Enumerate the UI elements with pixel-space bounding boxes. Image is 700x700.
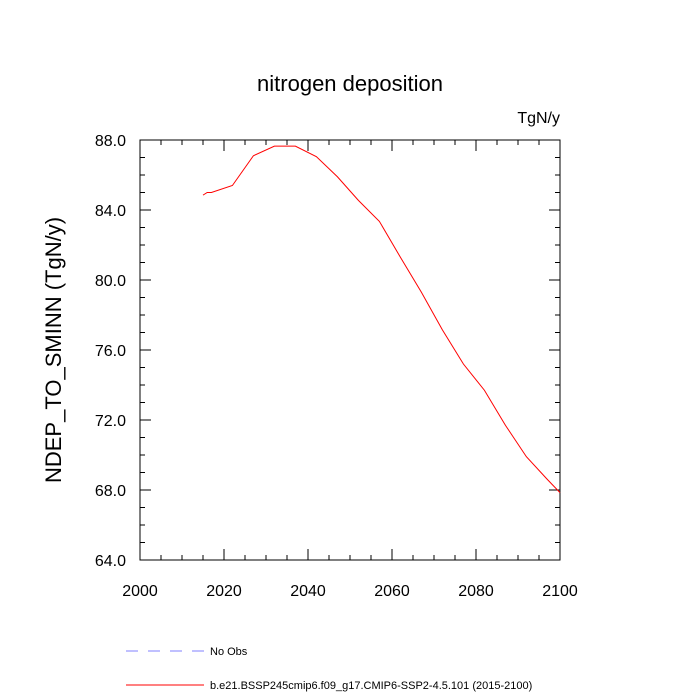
series-line — [202, 145, 561, 493]
y-tick-label: 76.0 — [95, 343, 126, 360]
legend-label: b.e21.BSSP245cmip6.f09_g17.CMIP6-SSP2-4.… — [210, 680, 532, 692]
plot-frame — [139, 139, 561, 561]
x-tick-label: 2060 — [374, 583, 410, 600]
y-tick-label: 80.0 — [95, 273, 126, 290]
units-label: TgN/y — [517, 110, 560, 127]
series-layer — [202, 145, 561, 493]
y-axis: 64.0 68.0 72.0 76.0 80.0 84.0 88.0 — [95, 133, 560, 570]
y-tick-label: 68.0 — [95, 483, 126, 500]
legend: No Obs b.e21.BSSP245cmip6.f09_g17.CMIP6-S… — [126, 646, 532, 692]
x-tick-label: 2100 — [542, 583, 578, 600]
legend-label: No Obs — [210, 646, 248, 658]
y-tick-label: 72.0 — [95, 413, 126, 430]
plot-area-border — [139, 139, 561, 561]
y-tick-label: 88.0 — [95, 133, 126, 150]
y-tick-label: 84.0 — [95, 203, 126, 220]
x-tick-label: 2040 — [290, 583, 326, 600]
chart-title: nitrogen deposition — [257, 71, 443, 96]
x-axis: 2000 2020 2040 2060 2080 2100 — [122, 140, 578, 600]
x-tick-label: 2020 — [206, 583, 242, 600]
x-tick-label: 2080 — [458, 583, 494, 600]
y-axis-label: NDEP_TO_SMINN (TgN/y) — [41, 217, 66, 483]
x-tick-label: 2000 — [122, 583, 158, 600]
y-tick-label: 64.0 — [95, 553, 126, 570]
